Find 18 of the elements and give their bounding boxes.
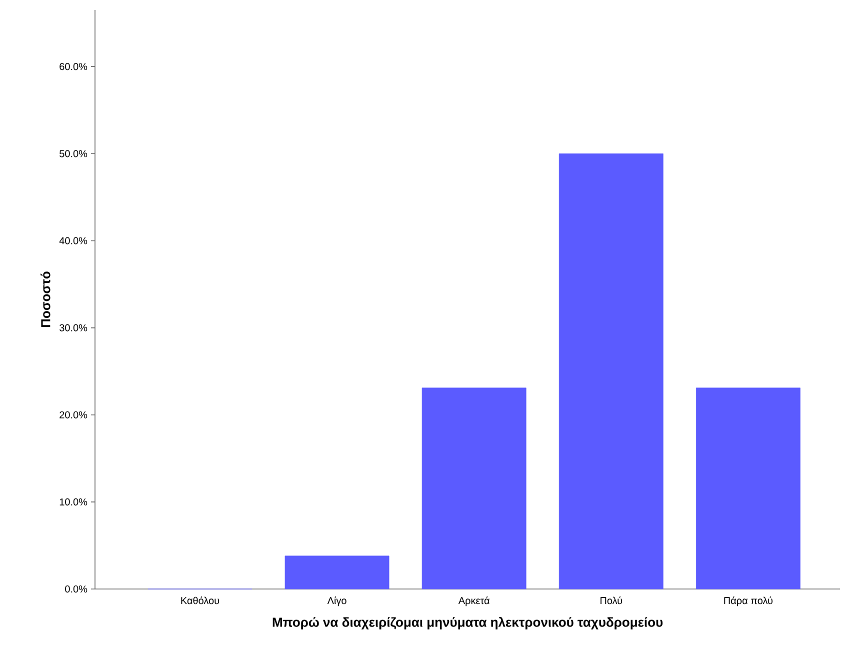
y-tick-label: 10.0% xyxy=(60,498,88,506)
bar xyxy=(696,388,800,590)
x-tick-label: Αρκετά xyxy=(458,596,490,606)
bar xyxy=(422,388,526,590)
y-tick-label: 20.0% xyxy=(60,411,88,418)
y-tick-label: 0.0% xyxy=(65,585,88,593)
x-tick-label: Λίγο xyxy=(327,596,346,606)
x-axis-title: Μπορώ να διαχειρίζομαι μηνύματα ηλεκτρονικού ταχυδρομείου xyxy=(272,616,663,630)
y-tick-label: 40.0% xyxy=(59,237,88,244)
bar xyxy=(558,153,664,590)
y-axis-title: Ποσοστό xyxy=(40,272,50,328)
x-tick-label: Πολύ xyxy=(600,596,622,604)
bar xyxy=(284,556,390,590)
y-tick-label: 30.0% xyxy=(60,324,88,332)
y-tick-label: 60.0% xyxy=(60,63,88,70)
x-tick-label: Καθόλου xyxy=(181,596,220,604)
y-tick-label: 50.0% xyxy=(60,150,88,158)
x-tick-label: Πάρα πολύ xyxy=(724,596,772,606)
